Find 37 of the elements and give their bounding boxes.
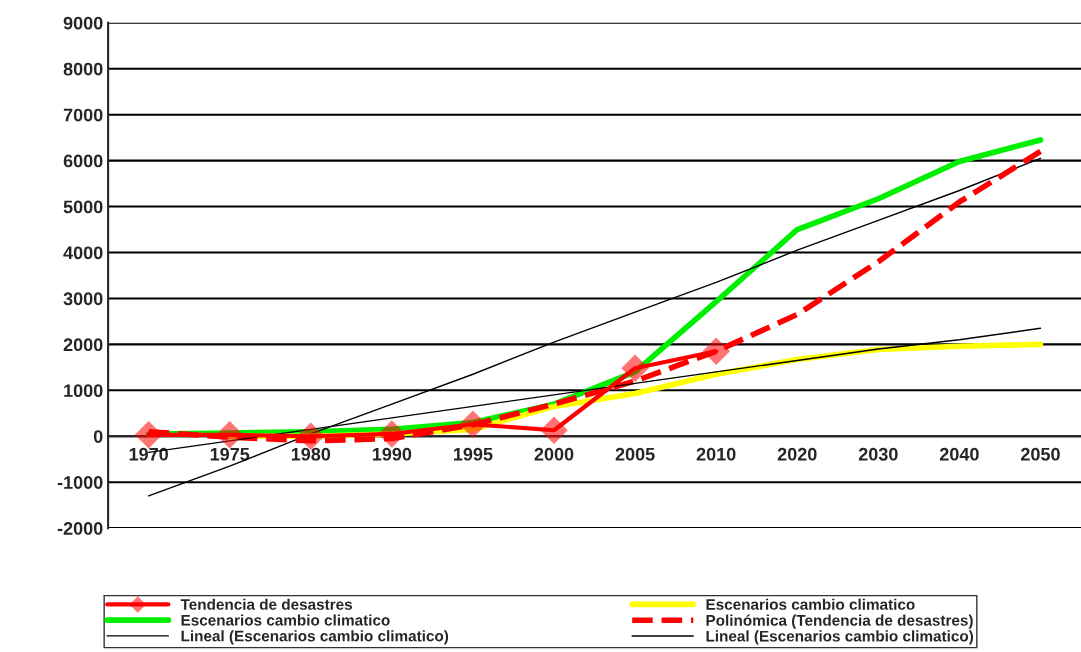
y-tick-label: 2000 [63, 338, 103, 352]
legend-label: Lineal (Escenarios cambio climatico) [706, 630, 974, 645]
point [540, 416, 568, 445]
x-tick-label: 1970 [129, 447, 168, 461]
x-tick-label: 2030 [858, 447, 898, 461]
x-tick-label: 2010 [696, 447, 736, 461]
y-tick-label: 9000 [63, 16, 103, 30]
point [702, 337, 730, 366]
x-tick-label: 1995 [453, 447, 493, 461]
y-tick-label: -1000 [57, 476, 103, 489]
point [134, 421, 163, 449]
point [621, 354, 649, 383]
y-tick-label: 1000 [64, 384, 103, 398]
x-tick-label: 1980 [291, 447, 331, 461]
legend-label: Polinómica (Tendencia de desastres) [706, 614, 973, 629]
legend-label: Lineal (Escenarios cambio climatico) [181, 630, 449, 645]
x-tick-label: 2040 [939, 447, 979, 461]
point [378, 420, 406, 448]
y-tick-label: 0 [93, 430, 103, 443]
y-tick-label: 8000 [63, 62, 103, 76]
x-tick-label: 2000 [534, 447, 574, 461]
point [459, 410, 487, 439]
y-tick-label: -2000 [57, 522, 103, 535]
y-tick-label: 4000 [63, 246, 103, 260]
x-tick-label: 1975 [210, 447, 250, 461]
x-tick-label: 2005 [615, 447, 655, 461]
x-tick-label: 2020 [777, 447, 817, 461]
point [215, 421, 244, 449]
y-tick-label: 7000 [63, 108, 103, 122]
legend-label: Escenarios cambio climatico [706, 598, 915, 610]
x-tick-label: 2050 [1021, 447, 1060, 461]
legend-label: Escenarios cambio climatico [181, 614, 390, 626]
y-tick-label: 5000 [63, 200, 103, 214]
y-tick-label: 3000 [63, 292, 103, 306]
y-tick-label: 6000 [63, 154, 103, 168]
legend-label: Tendencia de desastres [180, 598, 353, 610]
x-tick-label: 1990 [372, 447, 412, 461]
